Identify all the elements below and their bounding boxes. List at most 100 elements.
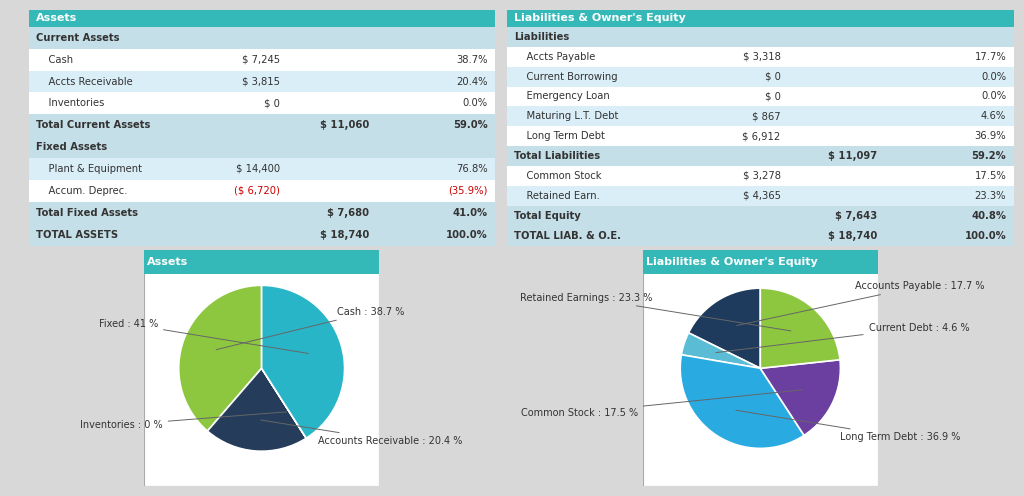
Text: Current Borrowing: Current Borrowing [514,71,618,81]
Text: $ 7,643: $ 7,643 [835,211,877,221]
Text: $ 0: $ 0 [765,71,780,81]
Bar [507,106,1014,126]
Text: Accts Payable: Accts Payable [514,52,596,62]
Text: 40.8%: 40.8% [971,211,1007,221]
Bar [507,66,1014,86]
Text: Fixed Assets: Fixed Assets [36,142,106,152]
Text: 38.7%: 38.7% [456,55,487,64]
Text: Plant & Equipment: Plant & Equipment [36,164,141,174]
Text: $ 11,097: $ 11,097 [827,151,877,161]
Bar [507,166,1014,186]
Text: Fixed : 41 %: Fixed : 41 % [98,319,308,354]
Bar [29,136,495,158]
Bar [507,10,1014,27]
Bar [507,47,1014,66]
Bar [507,206,1014,226]
Text: $ 3,815: $ 3,815 [243,76,281,86]
Text: 76.8%: 76.8% [456,164,487,174]
Text: 0.0%: 0.0% [463,98,487,109]
Text: Inventories : 0 %: Inventories : 0 % [80,412,287,430]
Text: Retained Earnings : 23.3 %: Retained Earnings : 23.3 % [519,293,791,331]
Text: Current Assets: Current Assets [36,33,119,43]
Wedge shape [208,368,306,451]
Text: Cash: Cash [36,55,73,64]
Bar [29,202,495,224]
Text: Current Debt : 4.6 %: Current Debt : 4.6 % [716,323,970,353]
Bar [29,92,495,115]
Text: 59.0%: 59.0% [453,120,487,130]
Wedge shape [261,285,344,438]
Text: 4.6%: 4.6% [981,111,1007,122]
Text: Liabilities & Owner's Equity: Liabilities & Owner's Equity [514,13,686,23]
Text: Assets: Assets [36,13,77,23]
Text: TOTAL ASSETS: TOTAL ASSETS [36,230,118,240]
Text: 23.3%: 23.3% [975,191,1007,201]
Text: Liabilities & Owner's Equity: Liabilities & Owner's Equity [646,257,818,267]
Text: $ 7,680: $ 7,680 [327,208,369,218]
Text: Inventories: Inventories [36,98,104,109]
Bar [29,224,495,246]
Wedge shape [681,333,760,368]
Text: Total Fixed Assets: Total Fixed Assets [36,208,137,218]
Bar [29,158,495,180]
Text: $ 18,740: $ 18,740 [319,230,369,240]
Text: Long Term Debt : 36.9 %: Long Term Debt : 36.9 % [736,410,961,442]
Bar [143,250,380,486]
Wedge shape [688,288,760,368]
Text: 36.9%: 36.9% [975,131,1007,141]
Text: Total Current Assets: Total Current Assets [36,120,151,130]
Text: Long Term Debt: Long Term Debt [514,131,605,141]
Text: Common Stock: Common Stock [514,171,602,181]
Text: 20.4%: 20.4% [456,76,487,86]
Text: 17.5%: 17.5% [975,171,1007,181]
Bar [29,27,495,49]
Wedge shape [262,368,306,438]
Bar [143,250,380,274]
Text: $ 14,400: $ 14,400 [237,164,281,174]
Bar [507,126,1014,146]
Text: 59.2%: 59.2% [972,151,1007,161]
Bar [507,226,1014,246]
Bar [507,146,1014,166]
Text: Cash : 38.7 %: Cash : 38.7 % [216,307,404,350]
Text: Maturing L.T. Debt: Maturing L.T. Debt [514,111,618,122]
Bar [29,180,495,202]
Text: $ 4,365: $ 4,365 [742,191,780,201]
Wedge shape [680,355,804,448]
Text: 0.0%: 0.0% [981,71,1007,81]
Wedge shape [179,285,262,431]
Text: $ 6,912: $ 6,912 [742,131,780,141]
Text: $ 867: $ 867 [752,111,780,122]
Text: $ 0: $ 0 [765,91,780,102]
Text: $ 18,740: $ 18,740 [827,231,877,241]
Text: $ 3,278: $ 3,278 [742,171,780,181]
Text: Total Equity: Total Equity [514,211,582,221]
Text: $ 3,318: $ 3,318 [742,52,780,62]
Bar [507,186,1014,206]
Text: 41.0%: 41.0% [453,208,487,218]
Text: Retained Earn.: Retained Earn. [514,191,600,201]
Text: Common Stock : 17.5 %: Common Stock : 17.5 % [520,390,803,418]
Text: $ 0: $ 0 [264,98,281,109]
Wedge shape [760,288,840,368]
Text: 100.0%: 100.0% [965,231,1007,241]
Wedge shape [760,360,841,435]
Text: Accum. Deprec.: Accum. Deprec. [36,186,127,196]
Text: TOTAL LIAB. & O.E.: TOTAL LIAB. & O.E. [514,231,622,241]
Text: ($ 6,720): ($ 6,720) [234,186,281,196]
Text: Liabilities: Liabilities [514,32,569,42]
Bar [29,49,495,70]
Bar [29,115,495,136]
Text: 0.0%: 0.0% [981,91,1007,102]
Text: Emergency Loan: Emergency Loan [514,91,610,102]
Text: $ 7,245: $ 7,245 [242,55,281,64]
Bar [507,27,1014,47]
Bar [29,70,495,92]
Text: 17.7%: 17.7% [975,52,1007,62]
Text: 100.0%: 100.0% [445,230,487,240]
Bar [29,10,495,27]
Bar [642,250,879,486]
Bar [507,86,1014,106]
Text: Accounts Receivable : 20.4 %: Accounts Receivable : 20.4 % [261,420,463,446]
Text: Accts Receivable: Accts Receivable [36,76,132,86]
